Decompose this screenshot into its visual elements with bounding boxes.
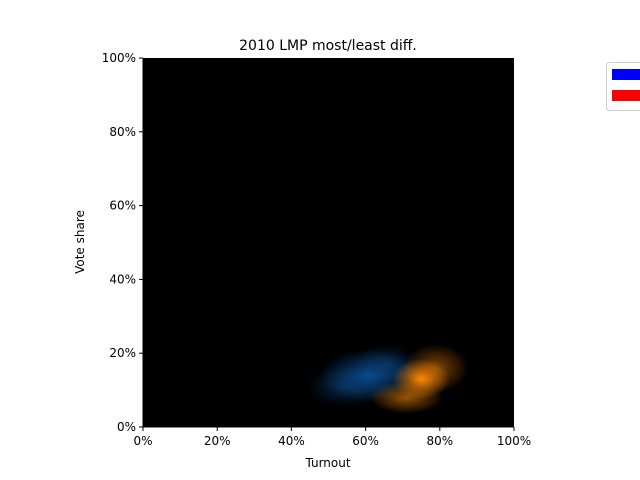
- x-tick-label: 40%: [278, 434, 305, 448]
- y-axis-label: Vote share: [73, 210, 87, 274]
- heatmap-layer: [306, 343, 469, 414]
- axes: 0% 20% 40% 60% 80% 100% 0% 20% 40% 60% 80% 100%: [102, 51, 531, 448]
- chart-title: 2010 LMP most/least diff.: [239, 38, 417, 54]
- x-tick-label: 100%: [497, 434, 531, 448]
- x-tick-label: 60%: [352, 434, 379, 448]
- x-tick-label: 0%: [133, 434, 152, 448]
- x-tick-label: 80%: [426, 434, 453, 448]
- y-tick-label: 40%: [109, 272, 136, 286]
- y-tick-label: 60%: [109, 199, 136, 213]
- x-axis-label: Turnout: [304, 456, 350, 470]
- y-tick-label: 80%: [109, 125, 136, 139]
- density-blob: [403, 343, 469, 393]
- y-tick-label: 20%: [109, 346, 136, 360]
- legend-swatch: [612, 90, 640, 101]
- y-tick-label: 0%: [117, 420, 136, 434]
- legend-swatch: [612, 69, 640, 80]
- y-tick-label: 100%: [102, 51, 136, 65]
- x-tick-label: 20%: [204, 434, 231, 448]
- legend: [606, 62, 640, 111]
